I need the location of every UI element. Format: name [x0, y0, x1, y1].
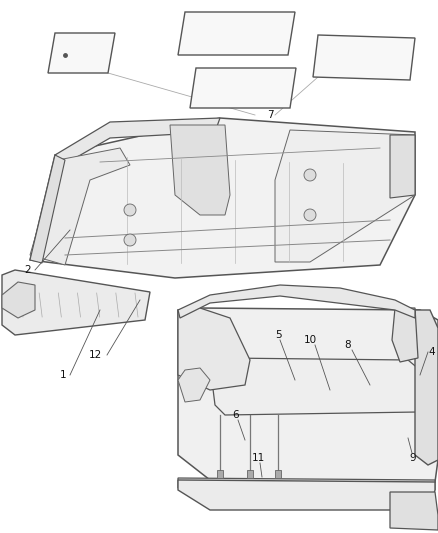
Circle shape [304, 209, 316, 221]
Text: 7: 7 [267, 110, 273, 120]
Polygon shape [178, 478, 435, 490]
Text: 11: 11 [251, 453, 265, 463]
Polygon shape [275, 470, 281, 478]
Polygon shape [313, 35, 415, 80]
Polygon shape [30, 148, 130, 265]
Polygon shape [178, 285, 415, 318]
Polygon shape [392, 308, 418, 362]
Polygon shape [178, 308, 438, 482]
Polygon shape [2, 282, 35, 318]
Polygon shape [415, 310, 438, 465]
Circle shape [304, 169, 316, 181]
Text: 4: 4 [429, 347, 435, 357]
Polygon shape [217, 470, 223, 478]
Text: 9: 9 [410, 453, 416, 463]
Polygon shape [30, 118, 415, 278]
Polygon shape [30, 155, 65, 263]
Polygon shape [275, 130, 415, 262]
Text: 12: 12 [88, 350, 102, 360]
Polygon shape [178, 12, 295, 55]
Polygon shape [178, 480, 435, 510]
Text: 8: 8 [345, 340, 351, 350]
Text: 2: 2 [25, 265, 31, 275]
Text: 1: 1 [60, 370, 66, 380]
Circle shape [124, 234, 136, 246]
Text: 5: 5 [275, 330, 281, 340]
Polygon shape [55, 118, 220, 168]
Polygon shape [170, 125, 230, 215]
Text: 10: 10 [304, 335, 317, 345]
Polygon shape [390, 492, 438, 530]
Polygon shape [178, 308, 250, 390]
Polygon shape [247, 470, 253, 478]
Polygon shape [48, 33, 115, 73]
Circle shape [124, 204, 136, 216]
Polygon shape [2, 270, 150, 335]
Polygon shape [210, 358, 420, 415]
Text: 6: 6 [233, 410, 239, 420]
Polygon shape [390, 135, 415, 198]
Polygon shape [190, 68, 296, 108]
Polygon shape [178, 368, 210, 402]
